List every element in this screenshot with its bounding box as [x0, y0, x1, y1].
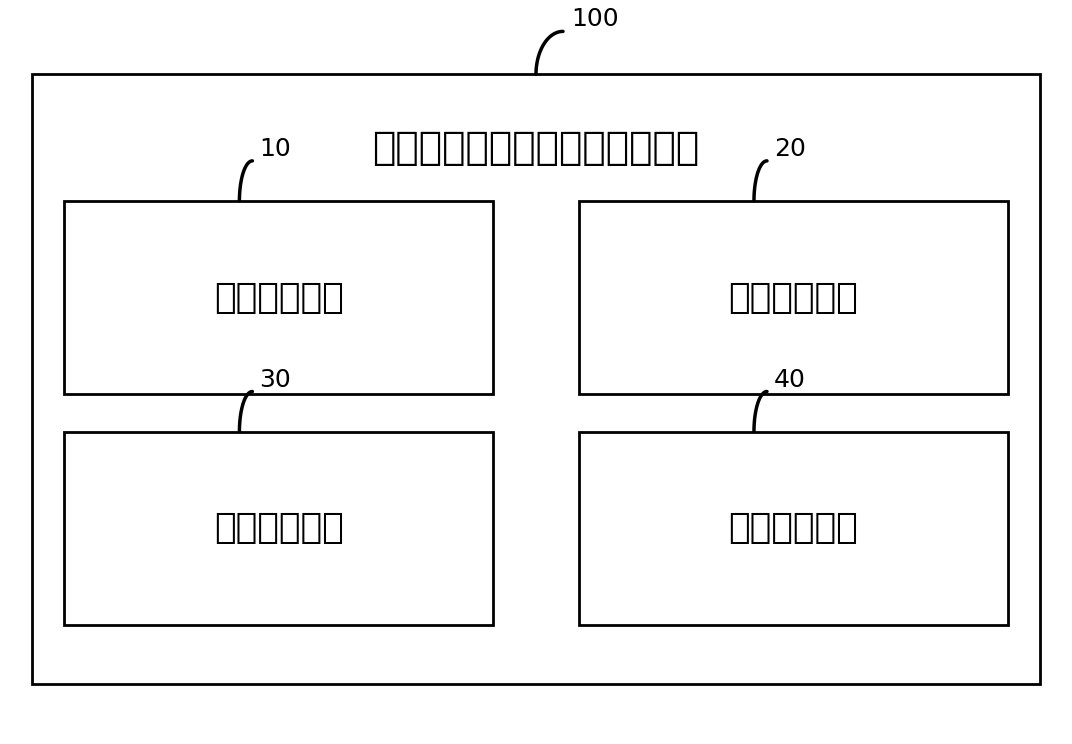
Bar — [64, 432, 493, 625]
Bar — [32, 74, 1040, 684]
Text: 资料管理模块: 资料管理模块 — [213, 280, 344, 315]
Text: 结果输出模块: 结果输出模块 — [728, 511, 859, 545]
Text: 分析处理模块: 分析处理模块 — [213, 511, 344, 545]
Text: 10: 10 — [259, 137, 292, 161]
Bar — [579, 432, 1008, 625]
Bar — [579, 201, 1008, 394]
Text: 100: 100 — [571, 7, 619, 31]
Text: 移植肾免疫状态的无创检测系统: 移植肾免疫状态的无创检测系统 — [372, 129, 700, 167]
Text: 40: 40 — [774, 368, 806, 391]
Bar — [64, 201, 493, 394]
Text: 20: 20 — [774, 137, 806, 161]
Text: 超声连接模块: 超声连接模块 — [728, 280, 859, 315]
Text: 30: 30 — [259, 368, 292, 391]
